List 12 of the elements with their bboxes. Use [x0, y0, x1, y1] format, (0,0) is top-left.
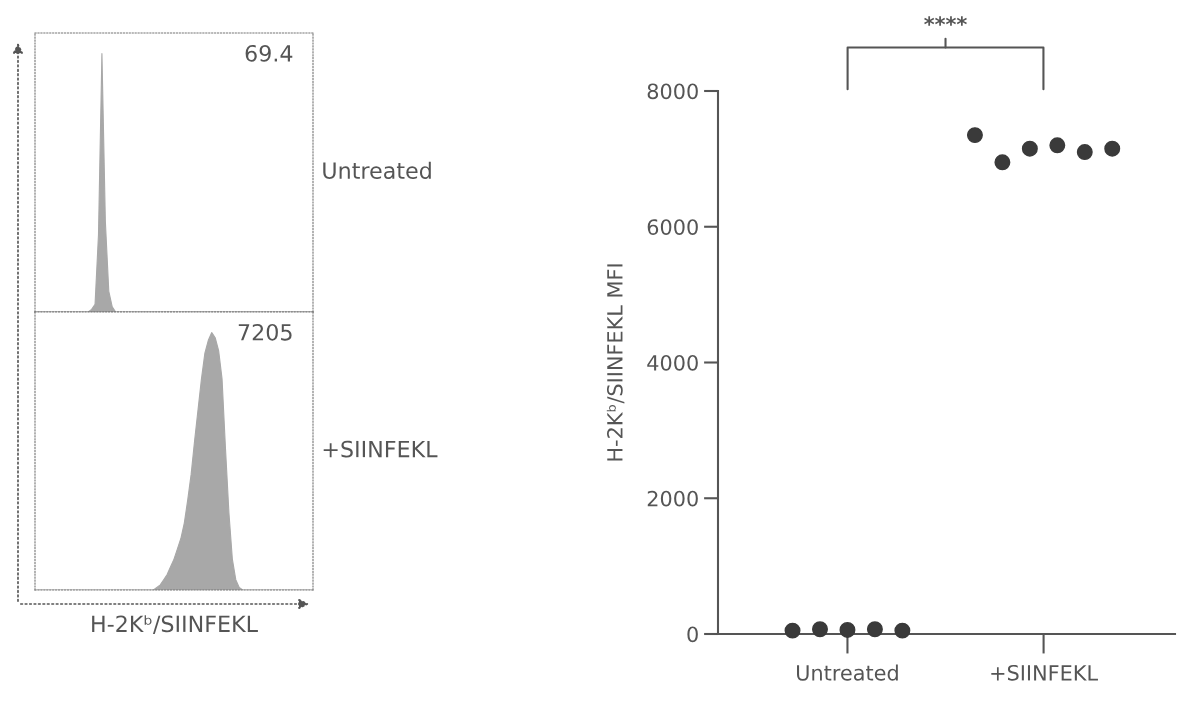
text: Untreated — [323, 161, 431, 179]
text: +SIINFEKL — [323, 440, 438, 458]
annotation: 7205 — [238, 323, 292, 341]
x-axis-title: H-2Kᵇ/SIINFEKL — [92, 615, 258, 634]
y-tick-label: 6000 — [647, 219, 698, 235]
y-axis-title: H-2Kᵇ/SIINFEKL MFI — [606, 264, 625, 461]
y-tick-label: 0 — [687, 626, 698, 643]
y-tick-label: 2000 — [647, 490, 698, 507]
y-tick-label: 4000 — [647, 354, 698, 371]
annotation: 69.4 — [245, 44, 293, 62]
y-tick-label: 8000 — [647, 83, 698, 100]
text: **** — [924, 16, 967, 26]
